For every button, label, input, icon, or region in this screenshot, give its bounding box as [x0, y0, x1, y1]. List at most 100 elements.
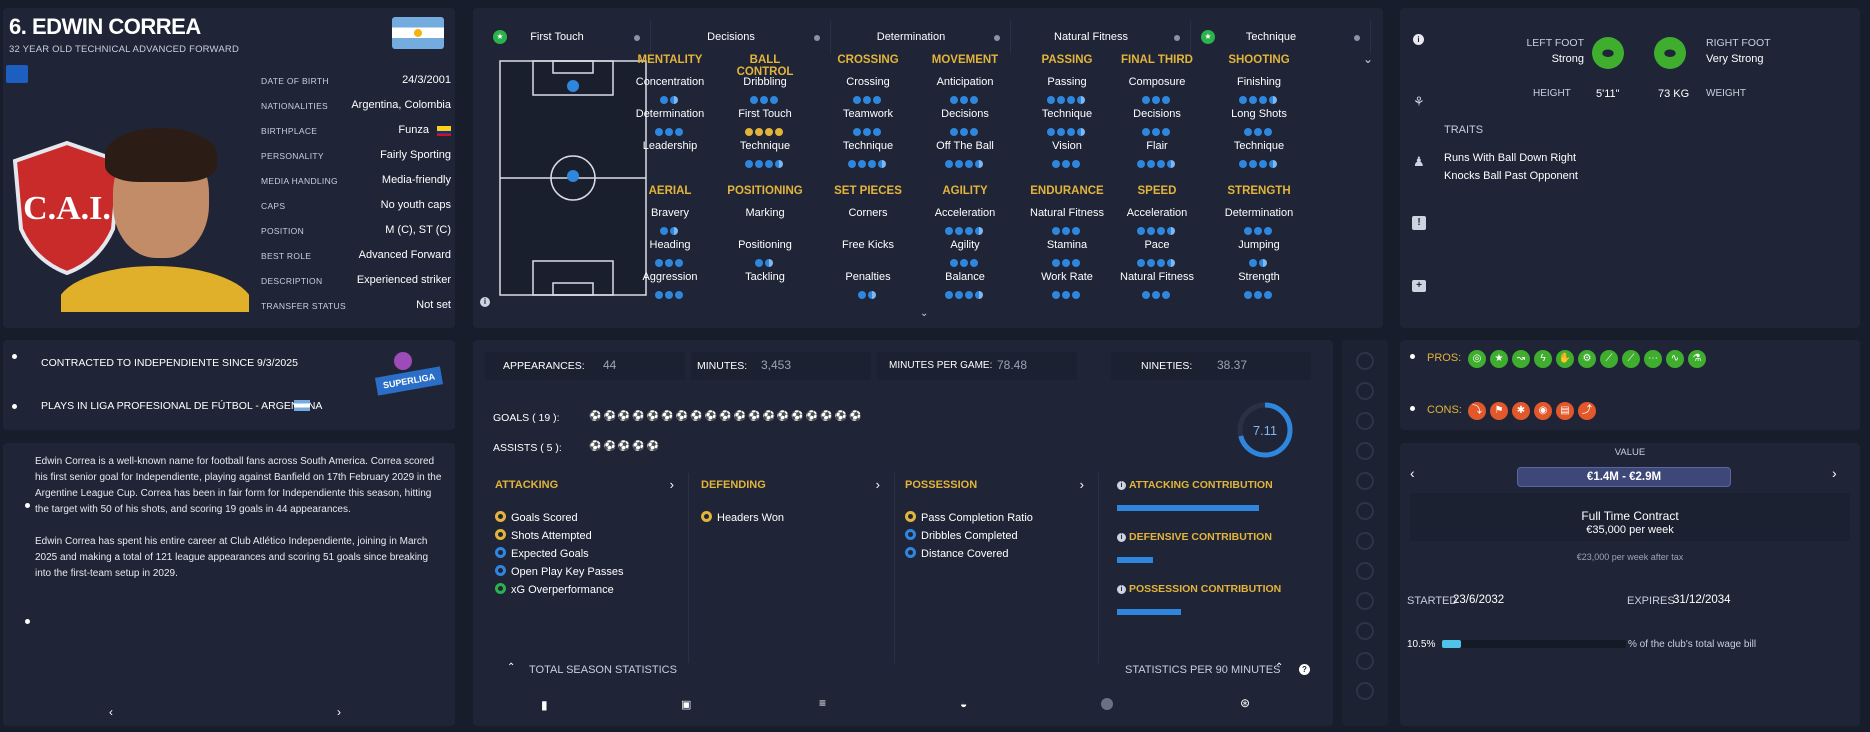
attribute-name[interactable]: Free Kicks — [842, 239, 894, 251]
stat-item[interactable]: Headers Won — [701, 511, 784, 529]
attribute-name[interactable]: Natural Fitness — [1030, 207, 1104, 219]
category-icon[interactable] — [1356, 382, 1374, 400]
stat-item[interactable]: xG Overperformance — [495, 583, 624, 601]
sprout-icon[interactable]: ⚘ — [1413, 94, 1425, 109]
alert-icon[interactable]: ! — [1412, 216, 1426, 230]
team-icon[interactable]: ⊛ — [1240, 696, 1251, 710]
wave-icon[interactable]: ∿ — [1666, 350, 1684, 368]
attribute-name[interactable]: Determination — [635, 108, 705, 120]
info-icon[interactable]: i — [480, 297, 490, 307]
attribute-name[interactable]: Technique — [1041, 108, 1093, 120]
chevron-right-icon[interactable]: › — [875, 477, 880, 492]
info-value[interactable]: Media-friendly — [381, 174, 451, 186]
category-icon[interactable] — [1356, 412, 1374, 430]
card-icon[interactable]: ▤ — [1556, 402, 1574, 420]
boot-icon[interactable]: ⟋ — [1600, 350, 1618, 368]
prev-arrow-icon[interactable]: ‹ — [109, 705, 113, 719]
attribute-name[interactable]: Crossing — [846, 76, 890, 88]
info-icon[interactable]: i — [1413, 34, 1424, 45]
glove-icon[interactable]: ✋ — [1556, 350, 1574, 368]
attribute-name[interactable]: Finishing — [1236, 76, 1282, 88]
foot-icon[interactable]: ⟋ — [1622, 350, 1640, 368]
contribution-heading[interactable]: i ATTACKING CONTRIBUTION — [1117, 479, 1273, 491]
bar-chart-icon[interactable]: ▮ — [541, 698, 548, 712]
attribute-name[interactable]: Composure — [1128, 76, 1186, 88]
category-icon[interactable] — [1356, 622, 1374, 640]
card-icon[interactable]: ▣ — [681, 699, 692, 711]
attribute-name[interactable]: Balance — [945, 271, 985, 283]
collapse-chevron-icon[interactable]: ⌄ — [1363, 52, 1374, 66]
pass-icon[interactable]: ⋯ — [1644, 350, 1662, 368]
attribute-name[interactable]: Acceleration — [934, 207, 996, 219]
attribute-name[interactable]: Technique — [1233, 140, 1285, 152]
attribute-name[interactable]: Agility — [950, 239, 980, 251]
tab-decisions[interactable]: Decisions — [651, 20, 831, 54]
category-icon[interactable] — [1356, 502, 1374, 520]
medical-icon[interactable]: + — [1412, 280, 1426, 292]
contribution-heading[interactable]: i POSSESSION CONTRIBUTION — [1117, 583, 1281, 595]
info-value[interactable]: Fairly Sporting — [380, 149, 451, 161]
lightning-icon[interactable]: ϟ — [1534, 350, 1552, 368]
attribute-name[interactable]: Aggression — [642, 271, 698, 283]
tab-natural-fitness[interactable]: Natural Fitness — [1011, 20, 1191, 54]
boot-icon[interactable]: ♟ — [1413, 154, 1425, 169]
tab-first-touch[interactable]: ★ First Touch — [483, 20, 651, 54]
category-icon[interactable] — [1356, 442, 1374, 460]
stat-item[interactable]: Distance Covered — [905, 547, 1033, 565]
info-icon[interactable]: i — [1117, 585, 1126, 594]
prev-arrow-icon[interactable]: ‹ — [1410, 465, 1415, 481]
attribute-name[interactable]: Long Shots — [1231, 108, 1287, 120]
expand-chevron-icon[interactable]: ⌄ — [920, 308, 929, 319]
stat-item[interactable]: Expected Goals — [495, 547, 624, 565]
stat-item[interactable]: Dribbles Completed — [905, 529, 1033, 547]
attribute-name[interactable]: Technique — [739, 140, 791, 152]
attribute-name[interactable]: Off The Ball — [936, 140, 994, 152]
attribute-name[interactable]: Vision — [1052, 140, 1082, 152]
stat-item[interactable]: Shots Attempted — [495, 529, 624, 547]
stat-item[interactable]: Goals Scored — [495, 511, 624, 529]
star-icon[interactable]: ★ — [1490, 350, 1508, 368]
eye-icon[interactable]: ◉ — [1534, 402, 1552, 420]
attribute-name[interactable]: First Touch — [738, 108, 792, 120]
per-90-toggle[interactable]: STATISTICS PER 90 MINUTES — [1125, 664, 1281, 676]
next-arrow-icon[interactable]: › — [1832, 465, 1837, 481]
attribute-name[interactable]: Technique — [842, 140, 894, 152]
collapse-up-icon[interactable]: ⌃ — [1275, 662, 1284, 673]
attribute-name[interactable]: Determination — [1224, 207, 1294, 219]
chevron-right-icon[interactable]: › — [1079, 477, 1084, 492]
attribute-name[interactable]: Stamina — [1046, 239, 1088, 251]
attribute-name[interactable]: Flair — [1146, 140, 1168, 152]
flag-icon[interactable]: ⚑ — [1490, 402, 1508, 420]
stat-item[interactable]: Pass Completion Ratio — [905, 511, 1033, 529]
ball-icon[interactable] — [1101, 698, 1113, 710]
category-icon[interactable] — [1356, 562, 1374, 580]
stadium-icon[interactable]: ◒ — [960, 697, 968, 711]
attribute-name[interactable]: Heading — [649, 239, 691, 251]
gear-icon[interactable]: ⚙ — [1578, 350, 1596, 368]
attribute-name[interactable]: Work Rate — [1041, 271, 1093, 283]
attacking-section[interactable]: ATTACKING › Goals Scored Shots Attempted E… — [489, 473, 689, 663]
attribute-name[interactable]: Pace — [1144, 239, 1170, 251]
attribute-name[interactable]: Decisions — [941, 108, 989, 120]
target-icon[interactable]: ◎ — [1468, 350, 1486, 368]
dribble-icon[interactable]: ↝ — [1512, 350, 1530, 368]
attribute-name[interactable]: Strength — [1238, 271, 1280, 283]
category-icon[interactable] — [1356, 352, 1374, 370]
attribute-name[interactable]: Jumping — [1238, 239, 1280, 251]
help-icon[interactable]: ? — [1299, 664, 1310, 675]
category-icon[interactable] — [1356, 472, 1374, 490]
total-season-toggle[interactable]: TOTAL SEASON STATISTICS — [529, 664, 677, 676]
attribute-name[interactable]: Concentration — [635, 76, 705, 88]
attribute-name[interactable]: Passing — [1047, 76, 1087, 88]
tackle-icon[interactable]: ⤵ — [1468, 402, 1486, 420]
defending-section[interactable]: DEFENDING › Headers Won — [695, 473, 895, 663]
attribute-name[interactable]: Anticipation — [936, 76, 994, 88]
tab-determination[interactable]: Determination — [831, 20, 1011, 54]
info-icon[interactable]: i — [1117, 481, 1126, 490]
attribute-name[interactable]: Acceleration — [1126, 207, 1188, 219]
list-icon[interactable]: ≡ — [819, 696, 827, 710]
attribute-name[interactable]: Positioning — [738, 239, 792, 251]
category-icon[interactable] — [1356, 592, 1374, 610]
category-icon[interactable] — [1356, 652, 1374, 670]
attribute-name[interactable]: Penalties — [845, 271, 891, 283]
